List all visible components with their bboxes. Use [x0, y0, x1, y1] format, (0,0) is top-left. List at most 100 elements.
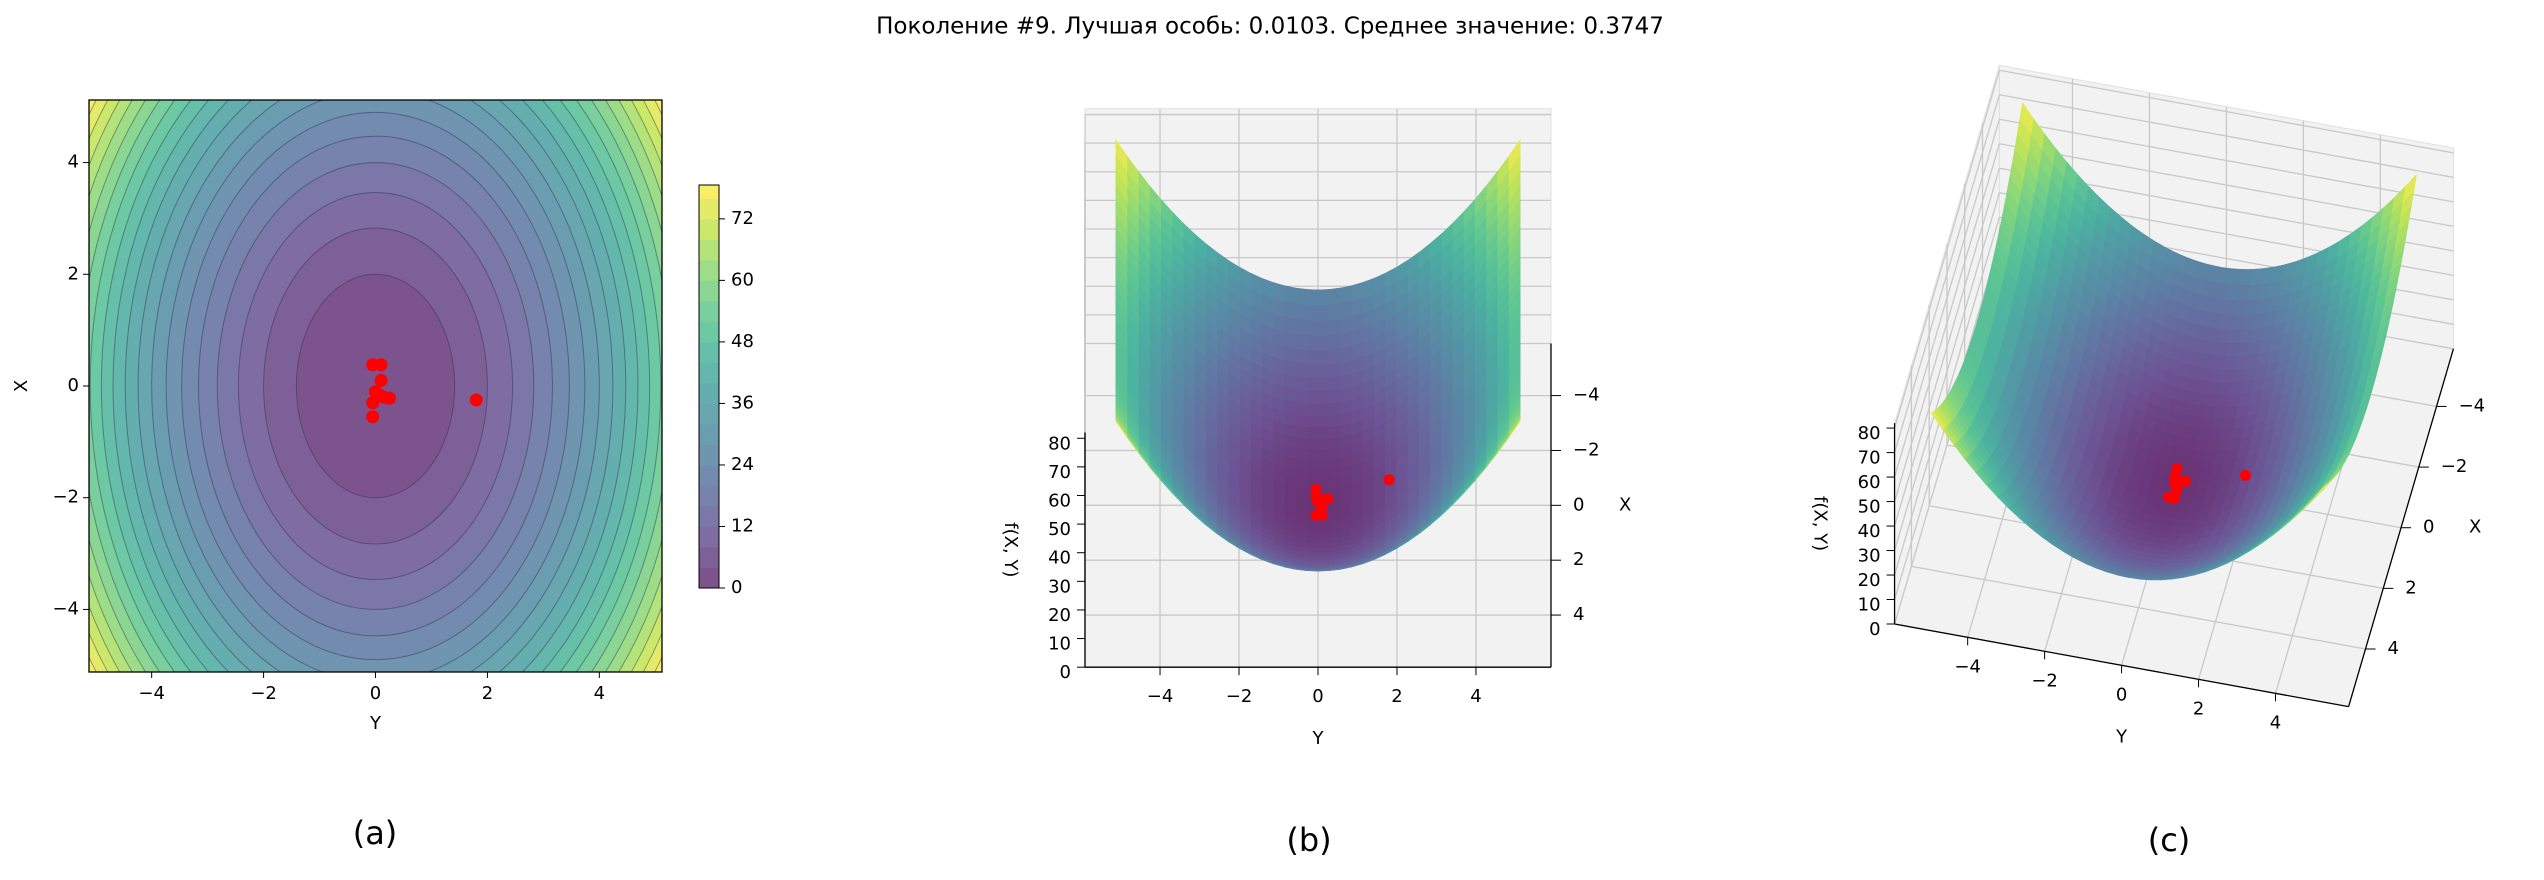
y-tick-label: 0 — [1573, 494, 1584, 515]
z-tick-label: 80 — [1048, 433, 1071, 454]
point — [2171, 463, 2183, 475]
surface-patch — [1306, 547, 1319, 554]
surface-patch — [1328, 376, 1341, 392]
x-tick-label: 2 — [482, 683, 493, 704]
y-tick-label: 4 — [1573, 604, 1584, 625]
y-tick-label: 4 — [2387, 638, 2398, 659]
x-tick-label: 0 — [370, 683, 381, 704]
x-axis-label: Y — [369, 713, 382, 734]
surface-patch — [1295, 477, 1308, 489]
point — [469, 393, 483, 407]
colorbar-band — [699, 185, 719, 199]
panel-label: (c) — [2148, 821, 2191, 859]
grid-line — [1893, 143, 2001, 502]
surface-patch — [1284, 331, 1296, 350]
z-tick-label: 0 — [1869, 619, 1880, 640]
surface-patch — [1295, 389, 1308, 405]
point — [371, 387, 385, 401]
x-tick-label: −2 — [250, 683, 277, 704]
surface-patch — [1317, 542, 1330, 549]
surface-patch — [1328, 303, 1341, 322]
surface-patch — [1317, 390, 1330, 405]
surface-patch — [1328, 437, 1341, 451]
surface-patch — [1295, 333, 1308, 351]
colorbar-frame — [698, 184, 720, 589]
surface-patch — [1317, 547, 1330, 554]
x-tick-label: −2 — [1226, 686, 1253, 707]
colorbar-band — [699, 259, 719, 281]
surface-patch — [1295, 376, 1308, 392]
y-axis-label: X — [1619, 494, 1631, 515]
surface-patch — [1295, 319, 1308, 337]
colorbar-band — [699, 567, 719, 589]
surface-patch — [1306, 532, 1319, 539]
surface-patch — [2314, 482, 2329, 498]
z-axis-label: f(X, Y) — [1000, 522, 1021, 577]
surface-patch — [1284, 373, 1296, 390]
surface-patch — [1306, 335, 1319, 352]
surface-patch — [1284, 285, 1296, 305]
surface-patch — [1306, 363, 1319, 379]
surface-patch — [1115, 419, 1128, 439]
surface-patch — [1295, 401, 1308, 417]
colorbar-band — [699, 218, 719, 240]
z-tick-label: 40 — [1048, 548, 1071, 569]
x-tick-label: −2 — [2031, 670, 2058, 691]
surface-patch — [1328, 458, 1341, 471]
y-tick-label: −2 — [1573, 439, 1600, 460]
surface-patch — [1306, 320, 1319, 337]
surface-patch — [1340, 331, 1352, 350]
z-tick-label: 70 — [1858, 448, 1881, 469]
surface-patch — [1317, 537, 1330, 545]
x-tick-label: 0 — [1312, 686, 1323, 707]
surface-patch — [1295, 303, 1308, 322]
grid-line — [1999, 69, 2454, 154]
colorbar-band — [699, 423, 719, 445]
surface-patch — [1328, 425, 1341, 440]
y-axis-label: X — [11, 380, 32, 392]
surface-patch — [1340, 301, 1352, 320]
x-tick-label: 4 — [1470, 686, 1481, 707]
colorbar-band — [699, 485, 719, 507]
colorbar-band — [699, 505, 719, 527]
y-tick-label: −4 — [1573, 385, 1600, 406]
point — [1314, 495, 1326, 507]
surface-patch — [1317, 525, 1330, 534]
z-tick-label: 30 — [1858, 546, 1881, 567]
surface-patch — [1317, 469, 1330, 481]
surface-patch — [1306, 438, 1319, 451]
z-tick-label: 50 — [1858, 497, 1881, 518]
surface-patch — [1340, 373, 1352, 390]
y-tick-label: 2 — [1573, 549, 1584, 570]
x-tick-label: −4 — [1954, 656, 1981, 677]
surface-patch — [1306, 377, 1319, 392]
x-tick-label: −4 — [1147, 686, 1174, 707]
colorbar-band — [699, 403, 719, 425]
surface-patch — [1306, 449, 1319, 461]
surface-patch — [1317, 459, 1330, 471]
grid-line — [1999, 94, 2454, 179]
y-axis-label: X — [2469, 517, 2481, 538]
colorbar-band — [699, 341, 719, 363]
surface-patch — [1306, 403, 1319, 417]
surface-patch — [1295, 447, 1308, 461]
colorbar-band — [699, 321, 719, 343]
colorbar-band — [699, 526, 719, 548]
surface-patch — [1284, 316, 1296, 335]
surface-patch — [1317, 519, 1330, 528]
z-tick-label: 20 — [1858, 570, 1881, 591]
z-tick-label: 20 — [1048, 605, 1071, 626]
surface-patch — [1306, 427, 1319, 440]
point — [366, 410, 380, 424]
z-tick-label: 40 — [1858, 521, 1881, 542]
point — [2239, 469, 2251, 481]
colorbar-band — [699, 300, 719, 322]
surface-patch — [1317, 532, 1330, 539]
surface-patch — [1317, 377, 1330, 392]
x-tick-label: 0 — [2116, 684, 2127, 705]
y-tick-label: 2 — [2405, 577, 2416, 598]
surface-patch — [1317, 304, 1330, 322]
point — [1383, 474, 1395, 486]
colorbar-tick-label: 12 — [731, 515, 754, 536]
grid-line — [1893, 70, 2001, 429]
